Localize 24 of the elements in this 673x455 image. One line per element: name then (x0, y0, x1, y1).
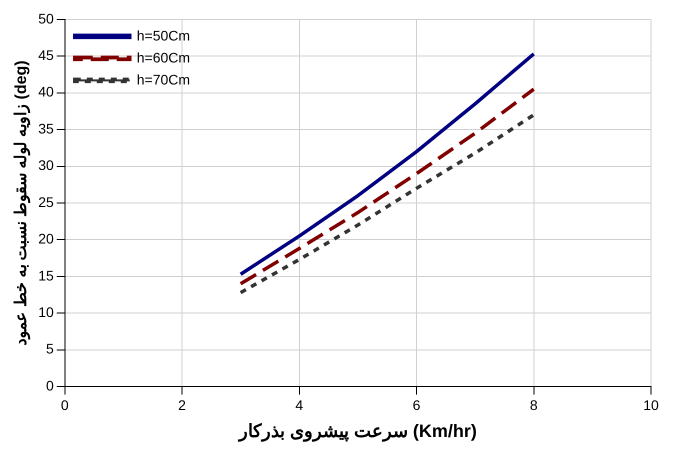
line-series (238, 87, 536, 286)
y-tick-label: 30 (38, 157, 54, 174)
legend-label: h=60Cm (136, 49, 190, 66)
x-tick-label: 2 (178, 396, 186, 413)
legend-label: h=70Cm (136, 71, 190, 88)
x-tick-label: 6 (412, 396, 421, 413)
x-tick-label: 0 (60, 396, 69, 413)
y-tick-label: 50 (38, 10, 54, 26)
y-tick-label: 5 (46, 340, 54, 357)
y-axis-title: زاویه لوله سقوط نسبت به خط عمود (deg) (13, 60, 32, 346)
x-tick-label: 4 (295, 396, 304, 413)
x-axis-title: سرعت پیشروی بذرکار (Km/hr) (236, 421, 477, 442)
legend-label: h=50Cm (136, 27, 190, 44)
line-series (238, 113, 536, 294)
y-tick-label: 15 (38, 267, 54, 284)
x-tick-label: 8 (530, 396, 538, 413)
x-tick-label: 10 (643, 396, 659, 413)
y-tick-label: 40 (38, 84, 54, 100)
y-tick-label: 20 (38, 230, 54, 247)
y-tick-label: 10 (38, 304, 54, 320)
y-tick-label: 25 (38, 194, 54, 210)
y-tick-label: 0 (46, 377, 54, 394)
y-tick-label: 45 (38, 46, 54, 63)
y-tick-label: 35 (38, 120, 54, 136)
